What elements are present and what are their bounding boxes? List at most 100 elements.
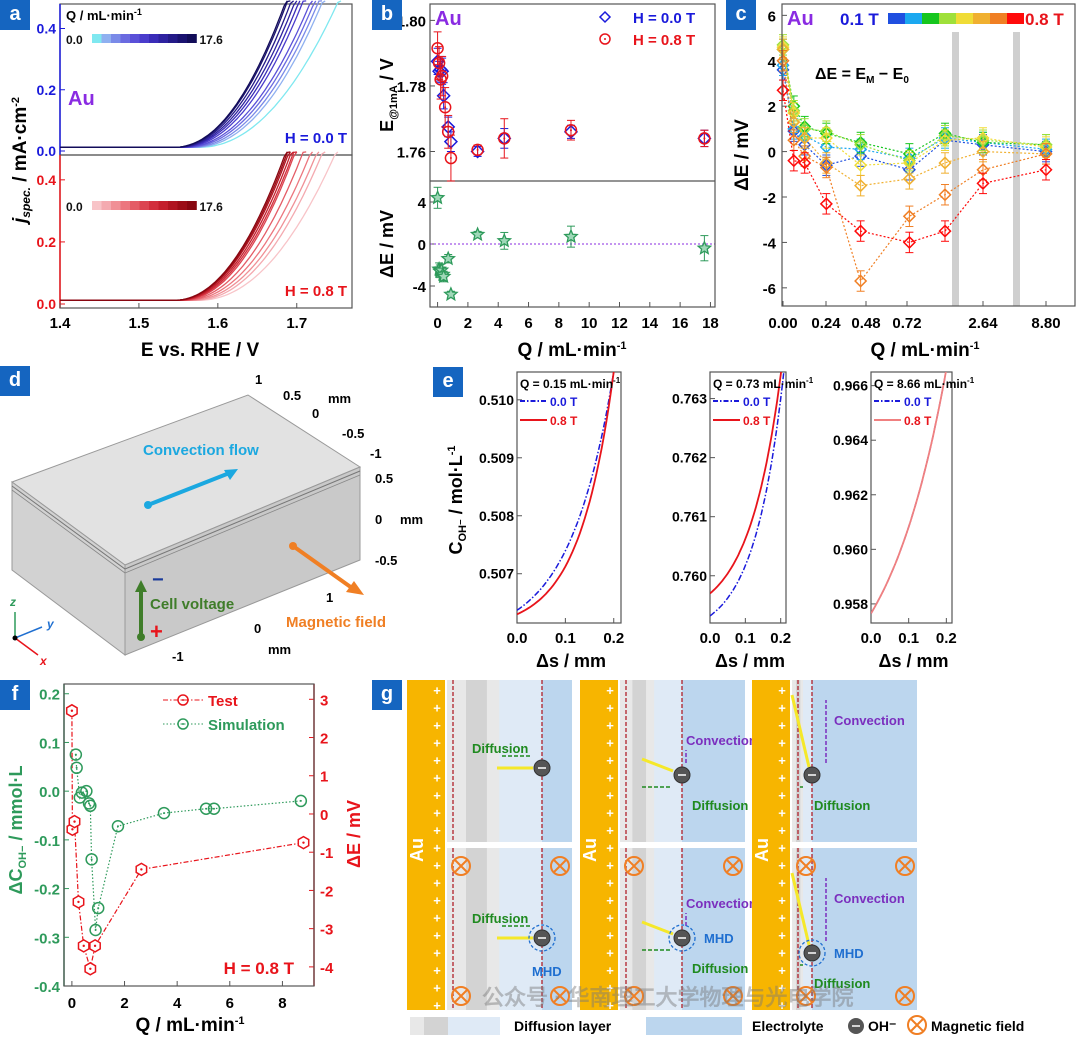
- axis-tick-label: 1: [255, 372, 262, 387]
- mhd-label: MHD: [704, 931, 734, 946]
- diffusion-label: Diffusion: [692, 798, 748, 813]
- x-tick-label: 0.0: [507, 630, 528, 647]
- x-tick-label: 0.48: [851, 315, 880, 332]
- data-point: [440, 250, 456, 266]
- panel-label-e: e: [433, 367, 463, 397]
- panel-g-schematic: + + + + + + + + + + + + + + + + + + + Diffusion Diffusion MHD…: [407, 680, 1024, 1035]
- ylabel-sup: -1: [446, 445, 458, 455]
- diffusion-label: Diffusion: [814, 976, 870, 991]
- plus-charge: +: [433, 963, 441, 978]
- axis-tick-label: 0: [312, 406, 319, 421]
- top-cell: Diffusion: [447, 680, 572, 842]
- colorbar-swatch: [130, 34, 140, 43]
- magnetic-field-cross: [799, 989, 813, 1003]
- au-label: Au: [407, 838, 427, 862]
- y-axis-title: jspec. / mA·cm-2: [10, 97, 33, 226]
- magnetic-field-cross: [454, 859, 468, 873]
- magnetic-field-icon: [723, 856, 743, 876]
- plus-charge: +: [778, 736, 786, 751]
- axis-unit: mm: [400, 512, 423, 527]
- colorbar-swatch: [111, 34, 121, 43]
- plus-charge: +: [433, 718, 441, 733]
- x-tick-label: 12: [611, 315, 628, 332]
- plus-charge: +: [606, 911, 614, 926]
- axis-break-bar: [952, 32, 959, 306]
- y-tick-label-right: -3: [320, 922, 333, 939]
- series-test: [65, 703, 310, 976]
- magnetic-field-cross: [553, 989, 567, 1003]
- bottom-cell: Diffusion Convection MHD: [790, 848, 917, 1010]
- data-point-center: [89, 967, 92, 970]
- y-tick-label: 0.2: [37, 82, 57, 98]
- superscript: -1: [970, 340, 980, 352]
- data-point-center: [476, 148, 479, 151]
- plus-charge: +: [778, 876, 786, 891]
- legend-swatch: [973, 13, 990, 24]
- series-line: [782, 49, 1047, 187]
- y-tick-label: 6: [768, 8, 776, 25]
- data-point: [819, 131, 833, 145]
- magnetic-field-icon: [895, 856, 915, 876]
- legend-label: 0.8 T: [904, 414, 932, 428]
- x-axis-title: E vs. RHE / V: [141, 340, 260, 361]
- axis-unit: mm: [328, 391, 351, 406]
- data-point-center: [140, 868, 143, 871]
- magnetic-field-icon: [796, 856, 816, 876]
- concentration-curve: [871, 372, 947, 614]
- plus-charge: +: [778, 963, 786, 978]
- x-tick-label: 0.1: [898, 630, 919, 647]
- eq-sub: M: [866, 75, 874, 86]
- plus-charge: +: [778, 718, 786, 733]
- superscript: -1: [613, 376, 621, 385]
- data-point-center: [75, 766, 78, 769]
- data-point: [854, 274, 868, 288]
- plus-charge: +: [778, 998, 786, 1013]
- ylabel-main: E: [377, 120, 397, 132]
- magnetic-field-cross: [799, 859, 813, 873]
- panel-e-subplot-1: 0.760 0.761 0.762 0.763 0.0 0.1 0.2 Δs / mm Q = …: [672, 371, 814, 671]
- data-point: [938, 133, 952, 147]
- x-tick-label: 1.4: [50, 315, 72, 332]
- y-tick-label: 0.960: [833, 541, 868, 557]
- legend-swatch: [922, 13, 939, 24]
- legend-marker: [177, 718, 189, 730]
- y-tick-label: 4: [768, 54, 777, 71]
- data-point: [854, 224, 868, 238]
- magnetic-field-icon: [796, 986, 816, 1006]
- lsv-curve: [60, 151, 297, 301]
- panel-a-subplot-1: 0.0 0.2 0.4 H = 0.8 T 0.0 17.6: [37, 151, 353, 312]
- minus-sign: −: [152, 569, 164, 591]
- diffusion-layer-dark: [466, 848, 487, 1010]
- plus-charge: +: [606, 806, 614, 821]
- plus-charge: +: [606, 998, 614, 1013]
- au-label: Au: [580, 838, 600, 862]
- data-point: [854, 138, 868, 152]
- x-tick-label: 8: [555, 315, 563, 332]
- top-cell: Diffusion Convection: [790, 680, 917, 842]
- x-tick-label: 0.72: [892, 315, 921, 332]
- y-tick-label-right: -4: [320, 960, 334, 977]
- net-flux-arrow: [790, 872, 811, 946]
- colorbar-swatch: [158, 34, 169, 43]
- y-tick-label-left: 0.2: [39, 687, 60, 704]
- y-tick-label-right: 1: [320, 769, 328, 786]
- ylabel-sup: -2: [10, 97, 22, 107]
- y-axis-title-left: ΔCOH− / mmol·L: [6, 766, 29, 895]
- plus-charge: +: [606, 823, 614, 838]
- data-point-center: [449, 157, 452, 160]
- lsv-curve: [60, 0, 288, 148]
- x-tick-label: 16: [672, 315, 689, 332]
- ylabel-sub: @1mA: [388, 85, 400, 120]
- eq-mid: − E: [874, 66, 903, 83]
- data-point: [698, 132, 711, 145]
- data-point: [469, 226, 486, 242]
- series-simulation: [69, 748, 308, 937]
- lsv-curve: [60, 151, 291, 301]
- electrolyte-region: [792, 680, 917, 842]
- legend-swatch-electrolyte: [646, 1017, 742, 1035]
- plus-charge: +: [433, 841, 441, 856]
- superscript: -1: [806, 376, 814, 385]
- y-tick-label-left: -0.4: [34, 979, 61, 996]
- data-point-center: [438, 62, 441, 64]
- legend-marker: [599, 33, 611, 45]
